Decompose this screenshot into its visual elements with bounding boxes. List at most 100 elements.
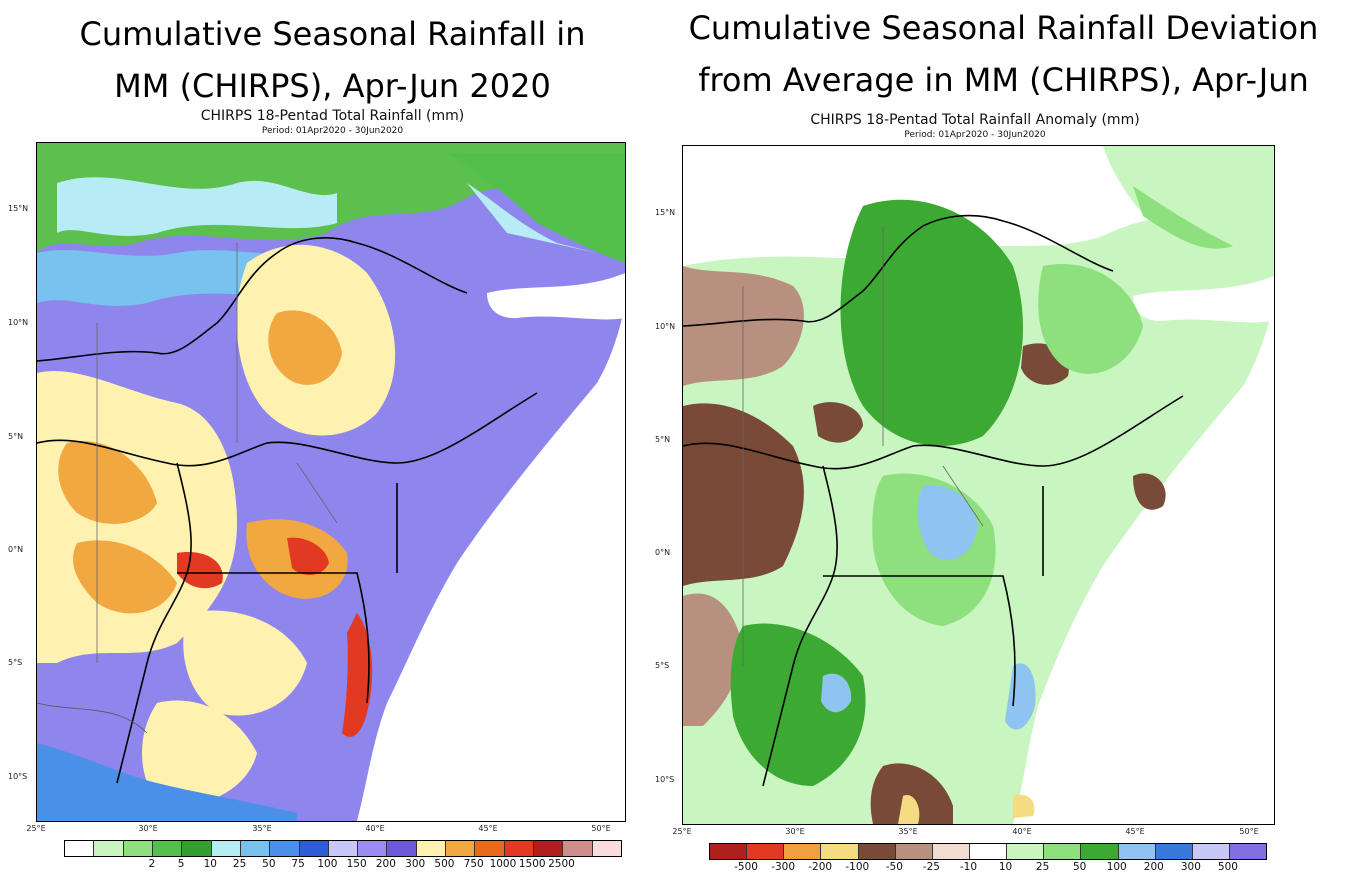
lat-label: 10°N <box>8 318 29 327</box>
colorbar-label: 75 <box>291 858 305 870</box>
colorbar-swatch <box>387 841 417 856</box>
lat-label: 15°N <box>8 204 29 213</box>
lat-label: 15°N <box>655 208 676 217</box>
colorbar-swatch <box>534 841 564 856</box>
colorbar-label: -200 <box>808 861 833 873</box>
lat-label: 5°N <box>8 432 24 441</box>
rainfall-colorbar <box>64 840 622 857</box>
colorbar-swatch <box>821 844 859 859</box>
colorbar-label: 500 <box>434 858 455 870</box>
colorbar-label: 10 <box>998 861 1013 873</box>
colorbar-swatch <box>895 844 933 859</box>
colorbar-swatch <box>65 841 95 856</box>
lon-label: 45°E <box>478 824 498 833</box>
colorbar-label: 2500 <box>548 858 575 870</box>
lat-label: 10°S <box>655 775 675 784</box>
colorbar-swatch <box>1044 844 1082 859</box>
panel-headline: Cumulative Seasonal Rainfall in MM (CHIR… <box>0 8 665 112</box>
colorbar-label: 50 <box>262 858 276 870</box>
colorbar-swatch <box>416 841 447 856</box>
lat-label: 0°N <box>8 545 24 554</box>
colorbar-swatch <box>328 841 359 856</box>
lat-label: 10°N <box>655 322 676 331</box>
colorbar-swatch <box>1118 844 1156 859</box>
colorbar-swatch <box>932 844 970 859</box>
map-period: Period: 01Apr2020 - 30Jun2020 <box>261 126 404 136</box>
colorbar-swatch <box>152 841 183 856</box>
lon-label: 30°E <box>138 824 158 833</box>
colorbar-label: -10 <box>959 861 978 873</box>
map-title: CHIRPS 18-Pentad Total Rainfall Anomaly … <box>810 112 1140 128</box>
colorbar-swatch <box>123 841 153 856</box>
lon-label: 25°E <box>672 827 692 836</box>
colorbar-label: -50 <box>885 861 903 873</box>
colorbar-swatch <box>94 841 124 856</box>
lon-label: 35°E <box>898 827 918 836</box>
colorbar-label: 500 <box>1217 861 1238 873</box>
anomaly-map-graphic <box>683 146 1274 824</box>
lon-label: 30°E <box>785 827 805 836</box>
colorbar-label: 1000 <box>489 858 517 870</box>
headline-line-1: Cumulative Seasonal Rainfall in <box>79 15 586 53</box>
colorbar-swatch <box>1007 844 1045 859</box>
colorbar-label: 150 <box>346 858 367 870</box>
colorbar-swatch <box>182 841 212 856</box>
colorbar-swatch <box>446 841 476 856</box>
lon-label: 40°E <box>1012 827 1032 836</box>
colorbar-swatch <box>299 841 329 856</box>
colorbar-swatch <box>504 841 534 856</box>
lon-label: 50°E <box>591 824 611 833</box>
colorbar-swatch <box>1229 844 1267 859</box>
colorbar-label: 2 <box>148 858 156 870</box>
colorbar-label: -25 <box>922 861 940 873</box>
lat-label: 5°S <box>655 661 670 670</box>
anomaly-colorbar <box>709 843 1267 860</box>
colorbar-swatch <box>1192 844 1230 859</box>
colorbar-label: -500 <box>734 861 758 873</box>
colorbar-swatch <box>563 841 593 856</box>
colorbar-swatch <box>969 844 1008 859</box>
colorbar-swatch <box>747 844 785 859</box>
colorbar-swatch <box>784 844 822 859</box>
lat-label: 5°N <box>655 435 671 444</box>
colorbar-swatch <box>475 841 505 856</box>
colorbar-swatch <box>592 841 621 856</box>
lon-label: 40°E <box>365 824 385 833</box>
headline-line-1: Cumulative Seasonal Rainfall Deviation <box>688 9 1319 47</box>
lat-label: 5°S <box>8 658 23 667</box>
headline-line-2: from Average in MM (CHIRPS), Apr-Jun <box>698 61 1309 99</box>
colorbar-swatch <box>270 841 300 856</box>
colorbar-label: 300 <box>1180 861 1201 873</box>
rainfall-map <box>36 142 626 822</box>
anomaly-map <box>682 145 1275 825</box>
map-title: CHIRPS 18-Pentad Total Rainfall (mm) <box>200 108 465 124</box>
map-period: Period: 01Apr2020 - 30Jun2020 <box>904 130 1046 140</box>
lon-label: 25°E <box>26 824 46 833</box>
colorbar-swatch <box>211 841 241 856</box>
colorbar-label: 200 <box>375 858 396 870</box>
headline-line-2: MM (CHIRPS), Apr-Jun 2020 <box>114 67 551 105</box>
lon-label: 45°E <box>1125 827 1145 836</box>
colorbar-label: 5 <box>177 858 185 870</box>
colorbar-label: 750 <box>463 858 484 870</box>
colorbar-swatch <box>710 844 748 859</box>
colorbar-label: 200 <box>1143 861 1164 873</box>
colorbar-swatch <box>358 841 388 856</box>
colorbar-label: 100 <box>1106 861 1127 873</box>
rainfall-anomaly-panel: Cumulative Seasonal Rainfall Deviation f… <box>655 0 1350 888</box>
colorbar-label: 10 <box>203 858 217 870</box>
rainfall-total-panel: Cumulative Seasonal Rainfall in MM (CHIR… <box>0 0 665 888</box>
lat-label: 10°S <box>8 772 28 781</box>
lon-label: 50°E <box>1239 827 1259 836</box>
colorbar-swatch <box>1155 844 1193 859</box>
colorbar-label: 300 <box>405 858 426 870</box>
panel-headline: Cumulative Seasonal Rainfall Deviation f… <box>661 2 1346 106</box>
colorbar-label: 1500 <box>518 858 546 870</box>
colorbar-swatch <box>1081 844 1119 859</box>
colorbar-label: -300 <box>771 861 796 873</box>
lon-label: 35°E <box>252 824 272 833</box>
colorbar-label: 100 <box>317 858 338 870</box>
rainfall-map-graphic <box>37 143 625 821</box>
colorbar-label: 25 <box>1035 861 1050 873</box>
colorbar-label: -100 <box>845 861 870 873</box>
